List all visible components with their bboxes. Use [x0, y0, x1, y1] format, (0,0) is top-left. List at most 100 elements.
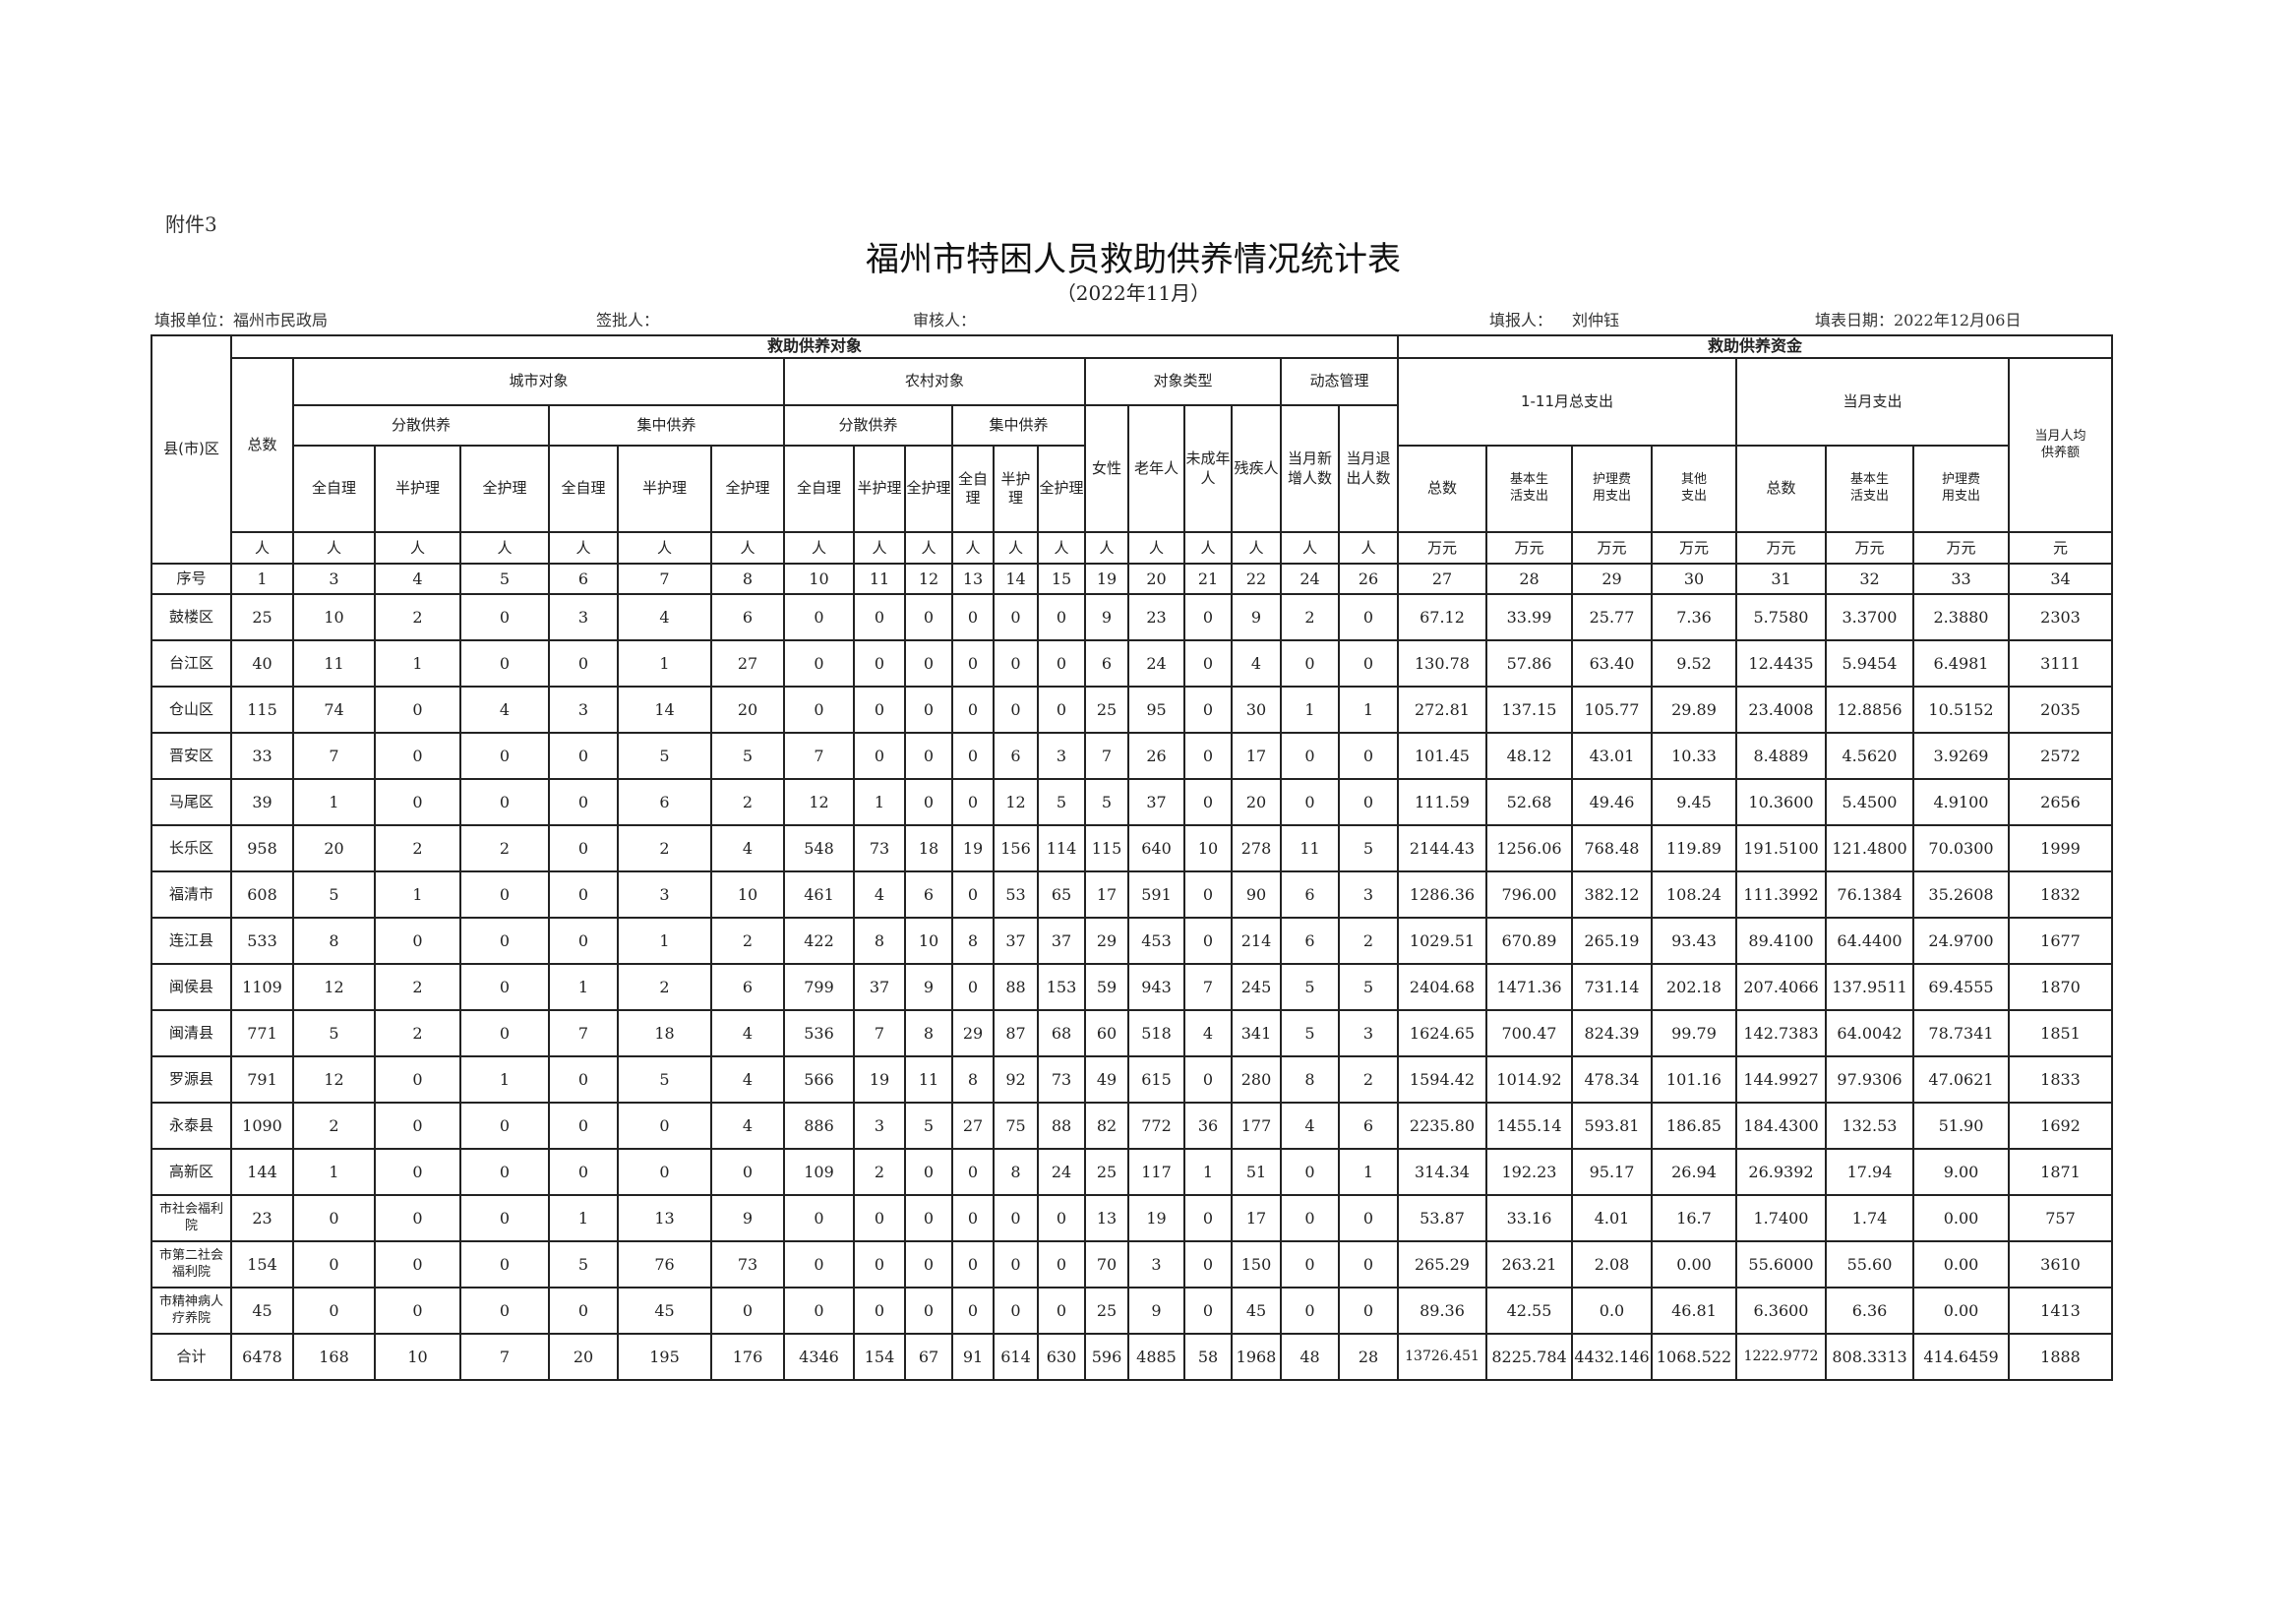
- sequence-cell: 6: [548, 563, 619, 595]
- data-cell: 0: [374, 732, 461, 780]
- data-cell: 615: [1127, 1055, 1185, 1104]
- data-cell: 121.4800: [1825, 824, 1914, 872]
- data-cell: 111.3992: [1735, 870, 1827, 919]
- data-cell: 12: [292, 963, 376, 1011]
- header-rural-d-self: 全自理: [783, 445, 855, 533]
- data-cell: 2035: [2008, 686, 2113, 734]
- data-cell: 5: [1280, 963, 1340, 1011]
- data-cell: 1: [1280, 686, 1340, 734]
- data-cell: 153: [1037, 963, 1086, 1011]
- data-cell: 2: [710, 917, 785, 965]
- data-cell: 6: [1084, 639, 1129, 688]
- data-cell: 150: [1231, 1240, 1282, 1288]
- data-cell: 25: [1084, 1287, 1129, 1335]
- data-cell: 33.16: [1485, 1194, 1573, 1242]
- header-month-sum: 总数: [1735, 445, 1827, 533]
- approver-label: 签批人：: [596, 311, 660, 330]
- data-cell: 0: [783, 686, 855, 734]
- header-rural-c-full: 全护理: [1037, 445, 1086, 533]
- data-cell: 4.9100: [1912, 778, 2010, 826]
- data-cell: 0: [1183, 1055, 1233, 1104]
- data-cell: 101.16: [1651, 1055, 1737, 1104]
- data-cell: 4: [617, 593, 712, 641]
- data-cell: 47.0621: [1912, 1055, 2010, 1104]
- data-cell: 4: [853, 870, 906, 919]
- data-cell: 0: [853, 639, 906, 688]
- data-cell: 19: [853, 1055, 906, 1104]
- header-rural: 农村对象: [783, 357, 1086, 406]
- data-cell: 414.6459: [1912, 1333, 2010, 1381]
- data-cell: 0: [904, 1194, 953, 1242]
- sequence-cell: 26: [1338, 563, 1399, 595]
- row-name: 市第二社会福利院: [151, 1240, 232, 1288]
- unit-cell: 万元: [1735, 531, 1827, 565]
- sequence-label: 序号: [151, 563, 232, 595]
- data-cell: 272.81: [1397, 686, 1487, 734]
- header-dynamic: 动态管理: [1280, 357, 1399, 406]
- data-cell: 1029.51: [1397, 917, 1487, 965]
- header-month-nursing: 护理费用支出: [1912, 445, 2010, 533]
- data-cell: 943: [1127, 963, 1185, 1011]
- data-cell: 1: [853, 778, 906, 826]
- header-rural-centralized: 集中供养: [951, 404, 1086, 447]
- data-cell: 0: [1338, 778, 1399, 826]
- fill-date: 填表日期：2022年12月06日: [1815, 311, 2022, 330]
- sequence-cell: 19: [1084, 563, 1129, 595]
- data-cell: 2: [1338, 1055, 1399, 1104]
- data-cell: 37: [1127, 778, 1185, 826]
- data-cell: 43.01: [1571, 732, 1653, 780]
- data-cell: 0: [1037, 593, 1086, 641]
- statistics-table: 县(市)区 救助供养对象 救助供养资金 总数 城市对象 农村对象 对象类型 动态…: [151, 334, 2113, 1381]
- data-cell: 0: [374, 686, 461, 734]
- data-cell: 8: [993, 1148, 1039, 1196]
- row-name: 高新区: [151, 1148, 232, 1196]
- data-cell: 207.4066: [1735, 963, 1827, 1011]
- data-cell: 2: [459, 824, 550, 872]
- data-cell: 7.36: [1651, 593, 1737, 641]
- data-cell: 154: [853, 1333, 906, 1381]
- table-row: 晋安区 33 7 0 0 0 5 5 7 0 0 0 6 3 7 26 0 17 0 0 101.45 48.12 43.0…: [151, 732, 2113, 780]
- data-cell: 65: [1037, 870, 1086, 919]
- unit-cell: 人: [617, 531, 712, 565]
- data-cell: 5: [1338, 963, 1399, 1011]
- data-cell: 0: [904, 732, 953, 780]
- data-cell: 0: [1280, 639, 1340, 688]
- sequence-cell: 21: [1183, 563, 1233, 595]
- data-cell: 19: [951, 824, 995, 872]
- data-cell: 0: [548, 1287, 619, 1335]
- data-cell: 7: [459, 1333, 550, 1381]
- data-cell: 6: [1338, 1102, 1399, 1150]
- data-cell: 25: [230, 593, 294, 641]
- data-cell: 51: [1231, 1148, 1282, 1196]
- data-cell: 670.89: [1485, 917, 1573, 965]
- data-cell: 1832: [2008, 870, 2113, 919]
- header-exp-sum: 总数: [1397, 445, 1487, 533]
- data-cell: 7: [1183, 963, 1233, 1011]
- header-disabled: 残疾人: [1231, 404, 1282, 533]
- data-cell: 17: [1084, 870, 1129, 919]
- header-rural-d-semi: 半护理: [853, 445, 906, 533]
- data-cell: 2303: [2008, 593, 2113, 641]
- data-cell: 0: [1280, 1194, 1340, 1242]
- row-name: 福清市: [151, 870, 232, 919]
- table-row: 鼓楼区 25 10 2 0 3 4 6 0 0 0 0 0 0 9 23 0 9 2 0 67.12 33.99 25.77…: [151, 593, 2113, 641]
- data-cell: 64.4400: [1825, 917, 1914, 965]
- data-cell: 1109: [230, 963, 294, 1011]
- data-cell: 6: [904, 870, 953, 919]
- unit-cell: 万元: [1651, 531, 1737, 565]
- data-cell: 0: [1037, 1194, 1086, 1242]
- data-cell: 70.0300: [1912, 824, 2010, 872]
- data-cell: 5: [1280, 1009, 1340, 1057]
- unit-cell: 人: [1127, 531, 1185, 565]
- data-cell: 0: [853, 1287, 906, 1335]
- data-cell: 0: [374, 1055, 461, 1104]
- data-cell: 30: [1231, 686, 1282, 734]
- data-cell: 0: [904, 1240, 953, 1288]
- unit-cell: 人: [783, 531, 855, 565]
- data-cell: 177: [1231, 1102, 1282, 1150]
- data-cell: 13726.451: [1397, 1333, 1487, 1381]
- data-cell: 2.08: [1571, 1240, 1653, 1288]
- data-cell: 74: [292, 686, 376, 734]
- header-minor: 未成年人: [1183, 404, 1233, 533]
- data-cell: 13: [1084, 1194, 1129, 1242]
